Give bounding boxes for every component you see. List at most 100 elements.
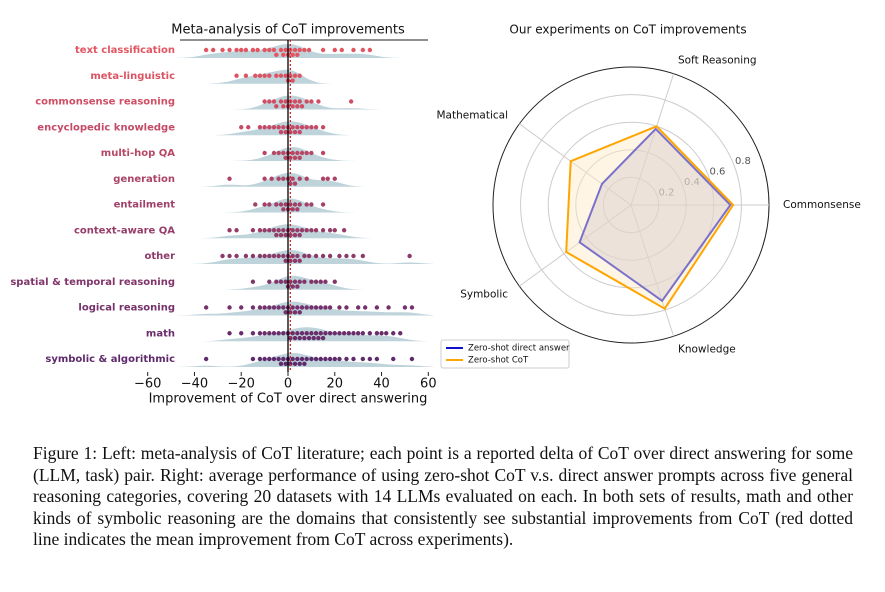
data-point [295,207,300,212]
data-point [337,331,342,336]
data-point [332,228,337,233]
data-point [302,361,307,367]
data-point [337,253,342,259]
category-label: meta-linguistic [90,71,175,82]
data-point [250,228,256,233]
data-point [281,253,286,259]
data-point [283,310,288,315]
spoke [519,123,632,206]
data-point [278,47,284,53]
data-point [250,47,256,53]
data-point [267,228,272,233]
data-point [320,202,326,207]
data-point [283,258,288,264]
data-point [290,52,295,58]
data-point [320,150,326,156]
data-point [297,335,302,341]
data-point [257,305,263,310]
data-point [292,279,298,284]
data-point [267,202,272,207]
data-point [299,104,305,109]
data-point [362,305,368,310]
data-point [379,331,384,336]
category-label: Soft Reasoning [678,54,757,66]
data-point [302,253,307,259]
data-point [337,305,342,310]
data-point [250,279,256,284]
data-point [320,228,326,233]
data-point [292,155,298,161]
data-point [295,305,300,310]
data-point [227,253,232,259]
data-point [257,331,263,336]
data-point [299,356,305,362]
data-point [281,356,286,362]
data-point [327,331,333,336]
data-point [360,253,366,259]
data-point [337,356,342,362]
data-point [267,99,272,104]
x-axis-label: Improvement of CoT over direct answering [149,392,428,407]
data-point [220,253,225,259]
data-point [288,232,293,238]
data-point [250,356,256,362]
data-point [304,228,309,233]
r-tick-label: 0.4 [684,177,700,188]
data-point [297,258,302,264]
data-point [323,331,328,336]
data-point [309,202,314,207]
data-point [276,356,281,362]
data-point [297,155,302,161]
data-point [323,356,328,362]
data-point [281,52,286,58]
data-point [295,284,300,289]
data-point [318,331,323,336]
data-point [309,228,314,233]
data-point [402,305,408,310]
data-point [297,176,302,181]
data-point [316,335,321,341]
data-point [220,47,225,53]
data-point [306,253,312,259]
data-point [271,253,277,259]
data-point [239,125,244,130]
data-point [320,47,326,53]
data-point [292,129,298,135]
data-point [327,253,333,259]
data-point [304,202,309,207]
data-point [309,331,314,336]
category-label: other [145,251,176,262]
data-point [288,361,293,367]
data-point [281,176,286,181]
spoke [630,73,675,206]
data-point [281,331,286,336]
data-point [297,279,302,284]
data-point [276,150,281,156]
data-point [332,279,337,284]
data-point [299,331,305,336]
data-point [332,47,337,53]
data-point [341,228,347,233]
data-point [299,150,305,156]
category-label: Commonsense [783,199,861,211]
data-point [295,228,300,233]
data-point [262,331,267,336]
data-point [288,181,293,186]
data-point [227,331,232,336]
data-point [250,253,256,259]
data-point [292,202,298,207]
data-point [355,331,361,336]
data-point [302,279,307,284]
radar-area [578,127,732,303]
data-point [267,47,272,53]
data-point [239,305,244,310]
data-point [281,150,286,156]
data-point [374,331,380,336]
data-point [306,335,312,341]
data-point [262,150,267,156]
x-tick-label: 0 [284,377,292,392]
data-point [341,331,347,336]
data-point [304,176,309,181]
r-tick-label: 0.8 [735,156,751,167]
r-tick-label: 0.2 [658,187,674,198]
